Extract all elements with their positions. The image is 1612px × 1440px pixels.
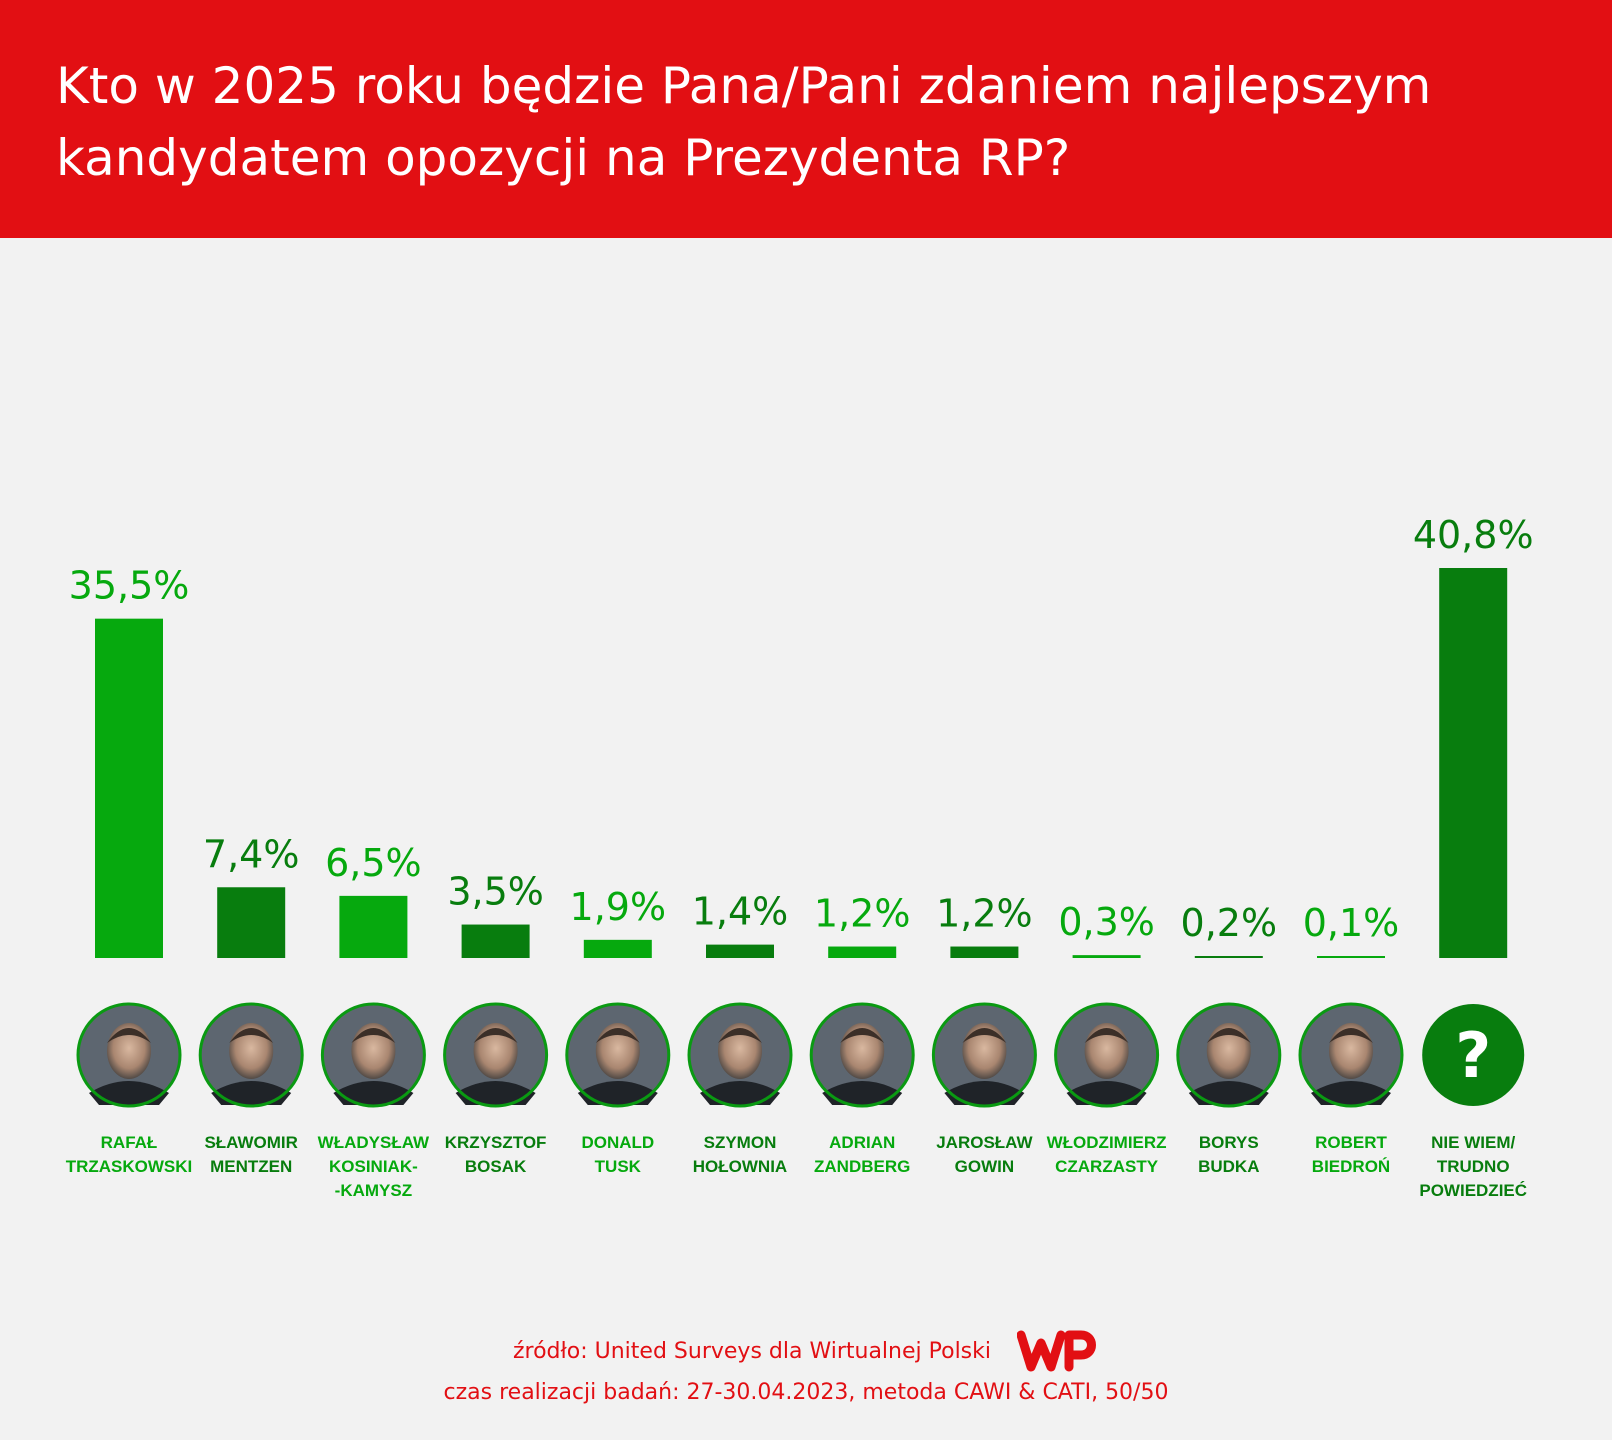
candidate-avatar <box>320 1002 426 1108</box>
category-label: ROBERT BIEDROŃ <box>1312 1133 1390 1176</box>
question-mark-icon: ? <box>1455 1019 1491 1092</box>
candidate-avatar <box>809 1002 915 1108</box>
value-label: 1,9% <box>570 885 667 929</box>
category-label: SZYMON HOŁOWNIA <box>693 1133 787 1176</box>
candidate-avatar <box>443 1002 549 1108</box>
header-banner: Kto w 2025 roku będzie Pana/Pani zdaniem… <box>0 0 1612 238</box>
category-label: WŁODZIMIERZ CZARZASTY <box>1047 1133 1167 1176</box>
bar <box>1194 956 1263 958</box>
candidate-avatar <box>1054 1002 1160 1108</box>
bar <box>461 924 530 958</box>
value-label: 1,2% <box>936 892 1033 936</box>
candidate-avatar <box>198 1002 304 1108</box>
candidate-avatar <box>76 1002 182 1108</box>
category-label: SŁAWOMIR MENTZEN <box>204 1133 298 1176</box>
source-text: źródło: United Surveys dla Wirtualnej Po… <box>512 1338 991 1364</box>
value-label: 7,4% <box>203 832 300 876</box>
category-label: BORYS BUDKA <box>1198 1133 1259 1176</box>
value-label: 0,2% <box>1181 901 1278 945</box>
candidate-avatar <box>687 1002 793 1108</box>
labels-layer: 35,5% RAFAŁ TRZASKOWSKI 7,4% SŁAWOMIR MENTZEN… <box>66 513 1534 1200</box>
category-label: JAROSŁAW GOWIN <box>936 1133 1033 1176</box>
candidate-avatar <box>1176 1002 1282 1108</box>
method-footer: czas realizacji badań: 27-30.04.2023, me… <box>443 1380 1169 1405</box>
candidate-avatar <box>1298 1002 1404 1108</box>
value-label: 6,5% <box>325 841 422 885</box>
bar <box>217 887 286 958</box>
value-label: 40,8% <box>1413 513 1534 557</box>
bar <box>1317 956 1385 958</box>
value-label: 35,5% <box>69 564 190 608</box>
bar <box>1072 955 1141 958</box>
category-label: ADRIAN ZANDBERG <box>814 1133 910 1176</box>
bar <box>339 895 408 958</box>
category-label: KRZYSZTOF BOSAK <box>445 1133 547 1176</box>
chart-title: Kto w 2025 roku będzie Pana/Pani zdaniem… <box>56 57 1432 187</box>
bar <box>583 939 652 958</box>
bar <box>828 946 897 958</box>
category-label: RAFAŁ TRZASKOWSKI <box>66 1133 193 1176</box>
category-label: DONALD TUSK <box>581 1133 654 1176</box>
source-footer: źródło: United Surveys dla Wirtualnej Po… <box>0 1329 1612 1373</box>
wp-logo-icon <box>1017 1330 1096 1372</box>
unknown-avatar <box>1422 1004 1525 1106</box>
value-label: 1,4% <box>692 890 789 934</box>
bar <box>95 618 163 958</box>
candidate-avatar <box>565 1002 671 1108</box>
category-label: WŁADYSŁAW KOSINIAK--KAMYSZ <box>318 1133 430 1200</box>
bar <box>706 944 774 958</box>
bars-layer <box>95 568 1508 958</box>
candidate-avatar <box>931 1002 1037 1108</box>
bar <box>1439 568 1508 958</box>
avatars-layer: ? <box>76 1002 1525 1108</box>
value-label: 0,3% <box>1058 900 1155 944</box>
bar <box>950 946 1019 958</box>
category-label: NIE WIEM/TRUDNO POWIEDZIEĆ <box>1419 1133 1527 1200</box>
value-label: 3,5% <box>447 870 544 914</box>
value-label: 1,2% <box>814 892 911 936</box>
value-label: 0,1% <box>1303 901 1400 945</box>
